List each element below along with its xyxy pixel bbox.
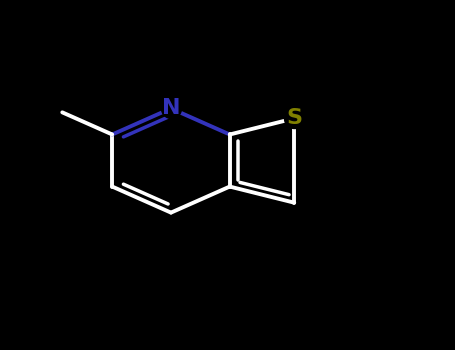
Text: S: S	[286, 108, 302, 128]
Text: N: N	[162, 98, 180, 118]
